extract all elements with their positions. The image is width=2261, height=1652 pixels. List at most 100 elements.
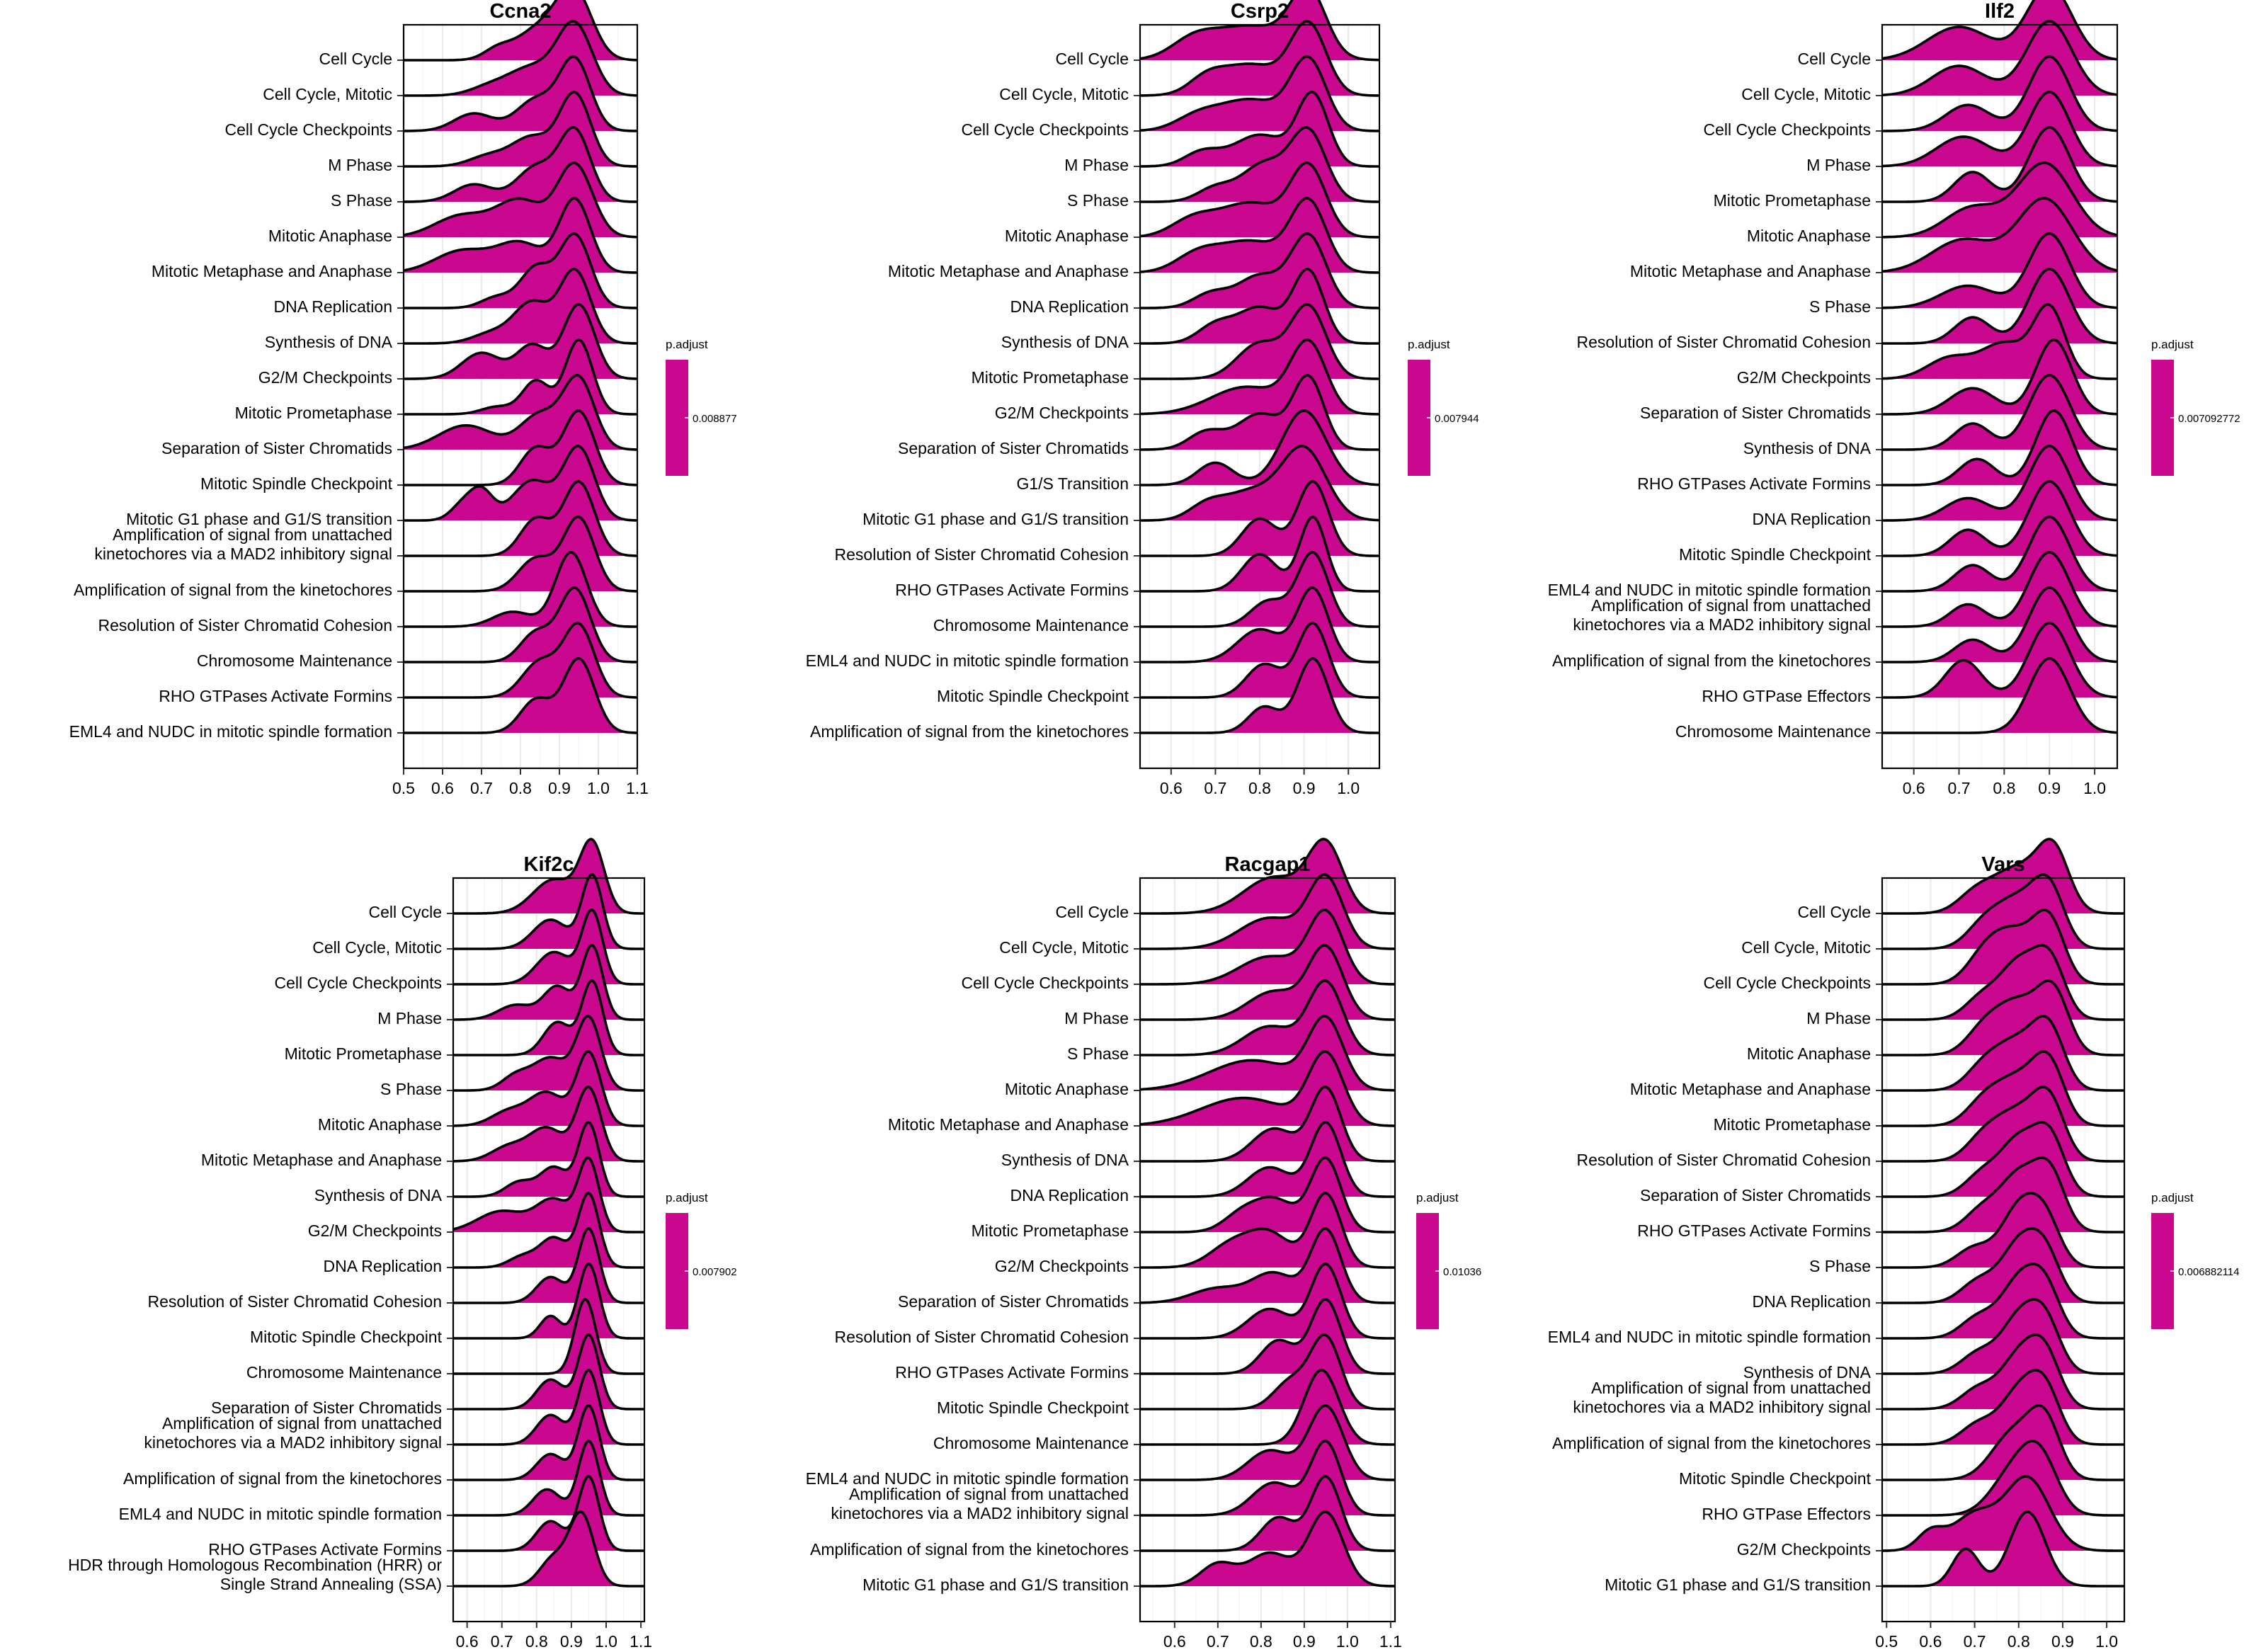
- y-tick-label: Mitotic Anaphase: [1005, 227, 1129, 245]
- y-tick-label: Mitotic Metaphase and Anaphase: [888, 262, 1129, 280]
- density-outline: [1140, 979, 1396, 1056]
- density-outline: [1140, 1440, 1395, 1517]
- density-ridge: [1882, 1476, 2124, 1551]
- density-outline: [1882, 1440, 2124, 1517]
- density-outline: [403, 55, 638, 132]
- density-outline: [453, 873, 644, 950]
- density-outline: [1881, 0, 2118, 61]
- y-tick-label: M Phase: [1064, 1009, 1129, 1027]
- density-outline: [1882, 1156, 2124, 1234]
- y-tick-label: RHO GTPase Effectors: [1702, 1505, 1871, 1523]
- y-tick-label: Cell Cycle, Mitotic: [312, 938, 442, 957]
- density-outline: [404, 657, 637, 734]
- y-tick-label: RHO GTPases Activate Formins: [159, 687, 392, 705]
- y-tick-label-line: kinetochores via a MAD2 inhibitory signa…: [1573, 615, 1871, 634]
- y-tick-label: DNA Replication: [1753, 510, 1871, 528]
- density-outline: [404, 20, 637, 97]
- density-ridge: [1882, 1264, 2124, 1338]
- x-tick-label: 1.0: [595, 1632, 617, 1651]
- legend-title: p.adjust: [2151, 1191, 2194, 1204]
- y-tick-label: Mitotic Prometaphase: [1714, 191, 1871, 210]
- density-outline: [404, 480, 637, 557]
- y-tick-label: M Phase: [377, 1009, 442, 1027]
- density-outline: [404, 445, 637, 522]
- y-tick-label: S Phase: [1809, 297, 1871, 316]
- y-tick-label-line: Amplification of signal from unattached: [1591, 596, 1871, 615]
- x-tick-label: 0.7: [470, 779, 493, 797]
- density-ridge: [1882, 1229, 2124, 1303]
- y-tick-label: Mitotic Anaphase: [1747, 227, 1871, 245]
- density-outline: [1882, 1333, 2124, 1411]
- density-outline: [1140, 515, 1379, 593]
- density-ridge: [1882, 1370, 2124, 1445]
- density-outline: [1140, 445, 1380, 522]
- y-tick-label: RHO GTPases Activate Formins: [895, 1363, 1129, 1382]
- y-tick-label: Mitotic G1 phase and G1/S transition: [862, 510, 1129, 528]
- y-tick-label: G2/M Checkpoints: [258, 368, 392, 387]
- density-outline: [403, 197, 638, 274]
- y-tick-label: HDR through Homologous Recombination (HR…: [68, 1556, 442, 1593]
- density-outline: [453, 979, 644, 1056]
- density-outline: [453, 944, 644, 1021]
- density-outline: [404, 622, 637, 699]
- y-tick-label-line: Amplification of signal from unattached: [162, 1414, 442, 1432]
- x-tick-label: 0.7: [1204, 779, 1226, 797]
- density-outline: [1882, 838, 2124, 915]
- x-tick-label: 0.8: [1993, 779, 2015, 797]
- y-tick-label: Cell Cycle Checkpoints: [225, 120, 392, 139]
- density-ridge: [1882, 839, 2124, 913]
- density-outline: [404, 409, 637, 486]
- density-outline: [1140, 1369, 1395, 1446]
- y-tick-label: Mitotic Metaphase and Anaphase: [201, 1151, 442, 1169]
- y-tick-label: DNA Replication: [274, 297, 392, 316]
- density-outline: [403, 126, 638, 203]
- density-ridge: [1882, 1193, 2124, 1268]
- y-tick-label: Separation of Sister Chromatids: [1640, 1186, 1871, 1204]
- density-outline: [1881, 232, 2118, 309]
- density-outline: [453, 838, 644, 915]
- y-tick-label: Cell Cycle Checkpoints: [275, 974, 442, 992]
- density-outline: [1882, 1227, 2124, 1304]
- density-ridge: [1882, 1016, 2124, 1090]
- density-outline: [1140, 303, 1379, 380]
- density-outline: [452, 1156, 644, 1234]
- density-outline: [1882, 944, 2124, 1021]
- density-outline: [1882, 551, 2118, 628]
- y-tick-label: Separation of Sister Chromatids: [898, 1292, 1129, 1311]
- y-tick-label: Mitotic Anaphase: [1005, 1080, 1129, 1098]
- chart-title: Ccna2: [489, 0, 551, 23]
- legend-title: p.adjust: [1416, 1191, 1459, 1204]
- y-tick-label-line: Amplification of signal from unattached: [1591, 1379, 1871, 1397]
- density-outline: [1139, 91, 1379, 168]
- x-tick-label: 0.9: [548, 779, 571, 797]
- y-tick-label: S Phase: [331, 191, 392, 210]
- density-outline: [453, 908, 644, 986]
- density-outline: [1140, 20, 1380, 97]
- y-tick-label: Cell Cycle Checkpoints: [1704, 974, 1871, 992]
- y-tick-label: M Phase: [1806, 1009, 1871, 1027]
- y-tick-label: Cell Cycle, Mitotic: [263, 85, 392, 103]
- legend-title: p.adjust: [666, 1191, 708, 1204]
- y-tick-label: M Phase: [1064, 156, 1129, 174]
- panel-border: [1881, 877, 2126, 1623]
- legend-title: p.adjust: [666, 338, 708, 351]
- density-outline: [1140, 1404, 1396, 1481]
- density-ridge: [1882, 1087, 2124, 1161]
- y-tick-label: Cell Cycle: [1055, 50, 1129, 68]
- density-outline: [1139, 161, 1380, 239]
- density-outline: [453, 1404, 644, 1481]
- density-outline: [1882, 55, 2118, 132]
- density-outline: [453, 1510, 644, 1588]
- density-outline: [1882, 1192, 2124, 1269]
- density-outline: [1882, 1298, 2124, 1375]
- y-tick-label: Cell Cycle, Mitotic: [1741, 938, 1871, 957]
- density-outline: [1881, 91, 2118, 168]
- x-tick-label: 0.6: [1919, 1632, 1942, 1651]
- x-tick-label: 0.6: [431, 779, 454, 797]
- x-tick-label: 0.6: [1160, 779, 1183, 797]
- panel-border: [1139, 877, 1396, 1623]
- density-outline: [404, 91, 638, 168]
- density-outline: [404, 586, 638, 663]
- y-tick-label: Amplification of signal from unattached k…: [831, 1485, 1129, 1522]
- x-tick-label: 1.1: [626, 779, 649, 797]
